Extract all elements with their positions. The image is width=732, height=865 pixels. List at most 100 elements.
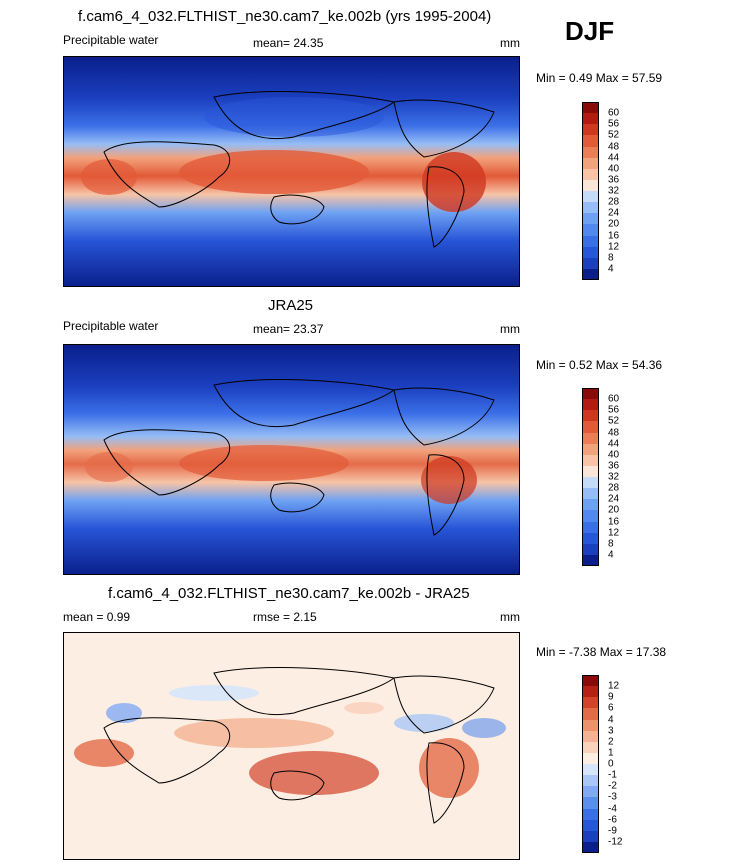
colorbar-tick-label: 48 [608,427,620,438]
colorbar-panel-3: -12 -9 -6 -4 -3 -2 -1 0 1 2 3 4 6 9 12 [582,675,642,853]
colorbar-segment [582,808,599,820]
colorbar-segment [582,168,599,180]
colorbar-tick-label: 52 [608,129,620,141]
colorbar-tick-label: 28 [608,482,620,494]
colorbar-segment [582,432,599,444]
colorbar-segment [582,830,599,842]
colorbar-tick-label: 8 [608,252,614,264]
panel1-variable: Precipitable water [63,33,159,47]
colorbar-segment [582,488,599,500]
panel3-title: f.cam6_4_032.FLTHIST_ne30.cam7_ke.002b -… [108,585,470,602]
colorbar-segment [582,764,599,776]
colorbar-tick-label: 36 [608,174,620,186]
colorbar-segment [582,819,599,831]
colorbar-tick-label: 12 [608,680,620,692]
colorbar-segment [582,719,599,731]
colorbar-segment [582,443,599,455]
colorbar-tick-label: 44 [608,152,620,164]
colorbar-tick-label: 48 [608,141,620,152]
colorbar-segment [582,697,599,709]
panel1-minmax: Min = 0.49 Max = 57.59 [536,71,663,85]
colorbar-tick-label: 40 [608,449,620,461]
precip-water-model-map [64,57,519,286]
colorbar-segment [582,532,599,544]
colorbar-segment [582,388,599,400]
colorbar-tick-label: 28 [608,196,620,208]
colorbar-frame [582,388,599,566]
colorbar-tick-label: 20 [608,504,620,516]
colorbar-tick-label: 2 [608,736,614,748]
colorbar-segment [582,246,599,258]
panel2-title: JRA25 [268,297,314,314]
colorbar-frame [582,102,599,280]
panel3-units: mm [500,610,520,624]
colorbar-tick-label: 9 [608,691,614,703]
colorbar-segment [582,477,599,489]
colorbar-segment [582,752,599,764]
colorbar-segment [582,179,599,191]
precip-water-diff-map [64,633,519,859]
colorbar-segment [582,797,599,809]
colorbar-segment [582,113,599,125]
panel1-mean: mean= 24.35 [253,36,324,50]
panel2-mean: mean= 23.37 [253,322,324,336]
colorbar-tick-label: 60 [608,393,620,405]
colorbar-frame [582,675,599,853]
colorbar-tick-label: 4 [608,263,614,275]
colorbar-tick-label: 24 [608,493,620,505]
panel3-minmax: Min = -7.38 Max = 17.38 [536,645,667,659]
colorbar-tick-label: -6 [608,814,617,826]
colorbar-tick-label: 8 [608,538,614,550]
colorbar-tick-label: 3 [608,725,614,737]
precip-water-jra25-map [64,345,519,574]
colorbar-tick-label: -1 [608,769,617,781]
colorbar-tick-label: 52 [608,415,620,427]
colorbar-tick-label: 16 [608,516,620,527]
colorbar-segment [582,224,599,236]
colorbar-segment [582,410,599,422]
colorbar-tick-label: 56 [608,404,620,416]
colorbar-segment [582,257,599,269]
panel1-title: f.cam6_4_032.FLTHIST_ne30.cam7_ke.002b (… [78,8,492,25]
colorbar-segment [582,157,599,169]
panel2-units: mm [500,322,520,336]
colorbar-tick-label: 20 [608,218,620,230]
panel2-variable: Precipitable water [63,319,159,333]
colorbar-tick-label: 32 [608,471,620,483]
colorbar-segment [582,146,599,158]
colorbar-tick-label: -2 [608,780,617,792]
colorbar-segment [582,421,599,433]
map-panel-1 [63,56,520,287]
colorbar-segment [582,708,599,720]
panel3-rmse: rmse = 2.15 [253,610,317,624]
colorbar-segment [582,135,599,147]
colorbar-segment [582,191,599,203]
colorbar-tick-label: 44 [608,438,620,450]
colorbar-tick-label: -4 [608,803,617,814]
colorbar-tick-label: 12 [608,527,620,539]
colorbar-tick-label: 32 [608,185,620,197]
colorbar-tick-label: 16 [608,230,620,241]
colorbar-segment [582,554,599,566]
colorbar-segment [582,521,599,533]
colorbar-segment [582,786,599,798]
colorbar-segment [582,454,599,466]
colorbar-segment [582,399,599,411]
colorbar-segment [582,841,599,853]
colorbar-tick-label: 1 [608,747,614,759]
colorbar-segment [582,499,599,511]
colorbar-panel-2: 4 8 12 16 20 24 28 32 36 40 44 48 52 56 60 [582,388,642,566]
colorbar-segment [582,686,599,698]
map-panel-2 [63,344,520,575]
colorbar-segment [582,775,599,787]
colorbar-tick-label: 24 [608,207,620,219]
panel2-minmax: Min = 0.52 Max = 54.36 [536,358,663,372]
colorbar-tick-label: 6 [608,702,614,714]
panel3-mean: mean = 0.99 [63,610,131,624]
colorbar-tick-label: 36 [608,460,620,472]
colorbar-segment [582,730,599,742]
colorbar-segment [582,124,599,136]
colorbar-tick-label: 0 [608,758,614,770]
colorbar-tick-label: 12 [608,241,620,253]
colorbar-segment [582,741,599,753]
